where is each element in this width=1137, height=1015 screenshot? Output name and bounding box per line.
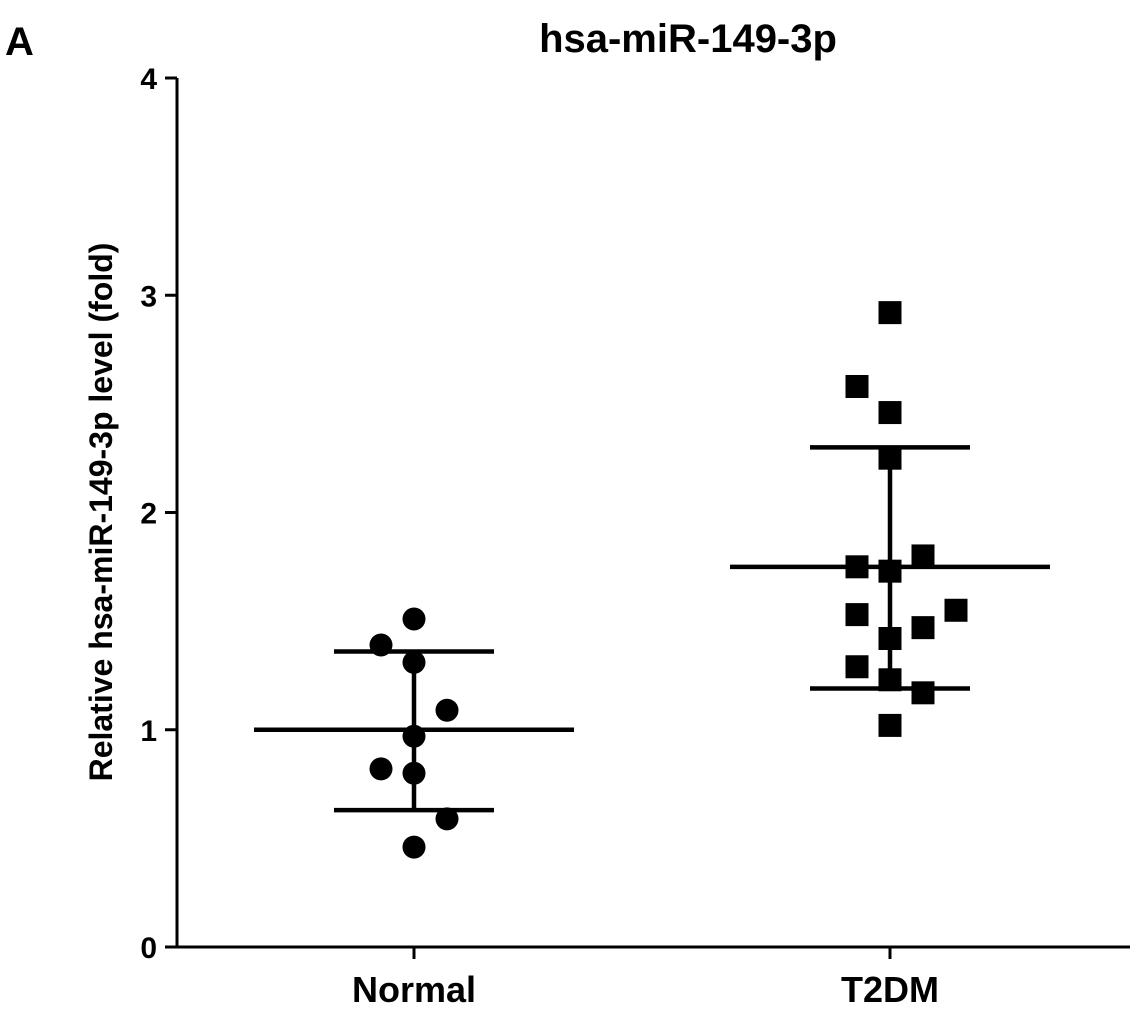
t2dm-point bbox=[879, 301, 902, 324]
y-tick-label: 2 bbox=[140, 498, 157, 531]
normal-point bbox=[370, 757, 393, 780]
t2dm-point bbox=[879, 447, 902, 470]
data-points bbox=[370, 301, 968, 858]
x-category-label: Normal bbox=[352, 969, 476, 1010]
x-axis-categories: Normal T2DM bbox=[352, 947, 939, 1010]
chart-title: hsa-miR-149-3p bbox=[539, 17, 837, 61]
t2dm-point bbox=[846, 603, 869, 626]
t2dm-point bbox=[945, 599, 968, 622]
x-category-label: T2DM bbox=[841, 969, 939, 1010]
normal-point bbox=[403, 836, 426, 859]
normal-point bbox=[403, 725, 426, 748]
axes bbox=[177, 78, 1130, 947]
t2dm-point bbox=[879, 714, 902, 737]
y-tick-label: 0 bbox=[140, 932, 157, 965]
normal-point bbox=[403, 762, 426, 785]
t2dm-point bbox=[879, 401, 902, 424]
t2dm-point bbox=[846, 655, 869, 678]
y-axis-ticks: 0 1 2 3 4 bbox=[140, 63, 177, 965]
y-tick-label: 3 bbox=[140, 280, 157, 313]
t2dm-point bbox=[912, 681, 935, 704]
t2dm-point bbox=[879, 668, 902, 691]
normal-point bbox=[436, 699, 459, 722]
normal-point bbox=[370, 634, 393, 657]
t2dm-point bbox=[846, 555, 869, 578]
normal-point bbox=[403, 651, 426, 674]
y-axis-title: Relative hsa-miR-149-3p level (fold) bbox=[83, 243, 119, 782]
panel-label: A bbox=[5, 20, 34, 64]
t2dm-point bbox=[912, 616, 935, 639]
y-tick-label: 1 bbox=[140, 715, 157, 748]
normal-point bbox=[436, 807, 459, 830]
t2dm-point bbox=[912, 544, 935, 567]
t2dm-point bbox=[879, 627, 902, 650]
scatter-chart: A hsa-miR-149-3p Relative hsa-miR-149-3p… bbox=[0, 0, 1137, 1015]
t2dm-point bbox=[846, 375, 869, 398]
y-tick-label: 4 bbox=[140, 63, 157, 96]
t2dm-point bbox=[879, 560, 902, 583]
normal-point bbox=[403, 607, 426, 630]
